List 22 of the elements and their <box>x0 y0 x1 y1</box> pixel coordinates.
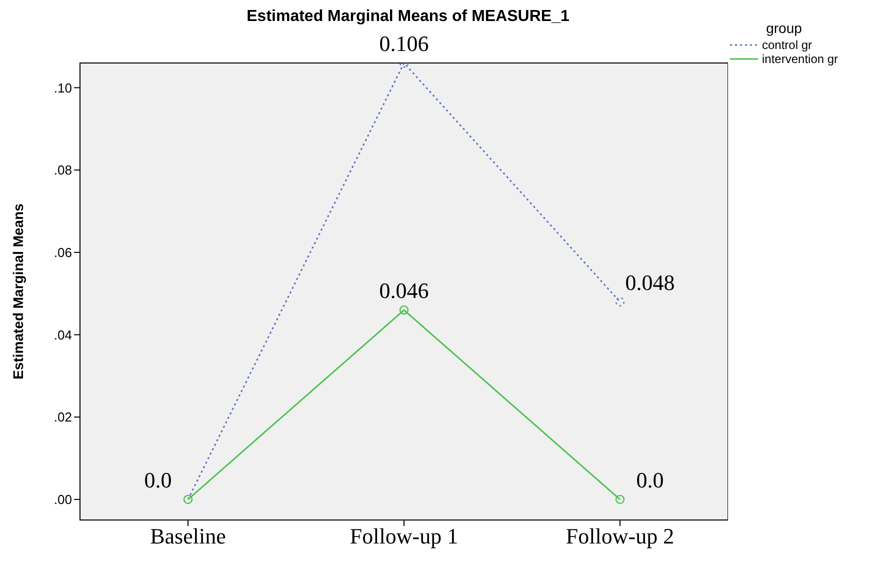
point <box>615 297 625 306</box>
y-tick-label: .04 <box>54 327 72 342</box>
point <box>615 494 625 504</box>
y-tick-label: .06 <box>54 245 72 260</box>
y-tick-label: .02 <box>54 410 72 425</box>
legend-title: group <box>765 20 803 36</box>
y-tick-label: .00 <box>54 492 72 508</box>
data-label: 0.106 <box>379 31 429 56</box>
point <box>399 305 409 315</box>
y-axis-title: Estimated Marginal Means <box>10 203 26 380</box>
x-tick-label: Baseline <box>150 524 226 549</box>
x-tick-label: Follow-up 2 <box>566 524 674 549</box>
chart-title: Estimated Marginal Means of MEASURE_1 <box>246 8 570 26</box>
legend-label: control gr <box>762 38 812 52</box>
y-tick-label: .10 <box>54 80 72 96</box>
data-label: 0.048 <box>625 270 675 295</box>
legend-label: intervention gr <box>762 52 838 66</box>
y-tick-label: .08 <box>54 162 72 178</box>
x-tick-label: Follow-up 1 <box>350 524 458 549</box>
data-label: 0.0 <box>636 467 664 492</box>
data-label: 0.0 <box>144 467 172 492</box>
data-label: 0.046 <box>379 278 429 304</box>
